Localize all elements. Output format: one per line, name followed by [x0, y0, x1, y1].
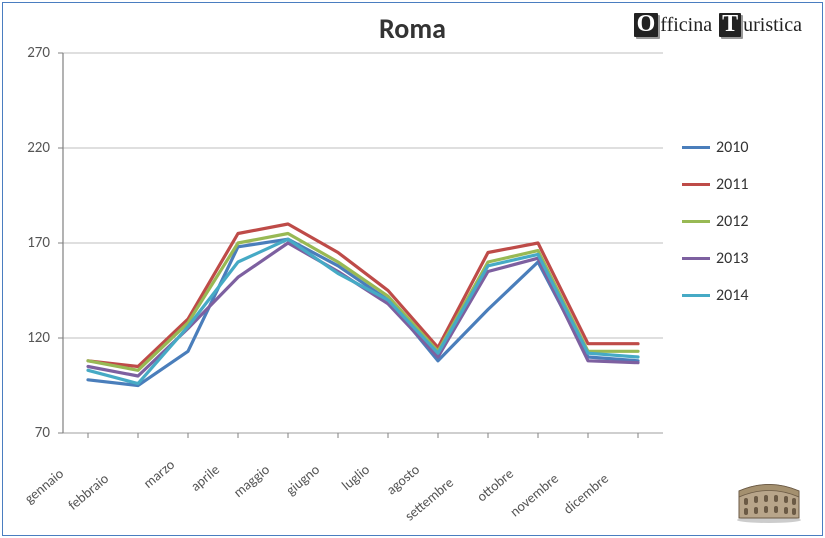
x-tick-label: settembre [446, 474, 455, 484]
legend-swatch [682, 294, 710, 298]
x-tick-label: marzo [167, 456, 187, 480]
legend-label: 2014 [716, 286, 748, 305]
brand-logo: Officina Turistica [634, 13, 802, 37]
y-tick-label: 70 [35, 424, 50, 442]
legend-label: 2012 [716, 212, 748, 231]
legend-swatch [682, 257, 710, 261]
series-line-2010 [88, 239, 638, 385]
legend-swatch [682, 146, 710, 150]
series-line-2013 [88, 243, 638, 376]
y-tick-label: 120 [27, 329, 50, 347]
chart-svg [63, 53, 663, 433]
colosseum-icon [734, 473, 804, 523]
legend: 2010 2011 2012 2013 2014 [682, 138, 797, 323]
chart-container: Roma Officina Turistica 70120170220270 g… [2, 2, 823, 536]
x-tick-label: giugno [312, 461, 329, 482]
x-tick-label: agosto [412, 461, 429, 482]
y-axis: 70120170220270 [3, 53, 58, 433]
legend-label: 2010 [716, 138, 748, 157]
y-tick-label: 220 [27, 139, 50, 157]
legend-swatch [682, 220, 710, 224]
legend-item-2010: 2010 [682, 138, 797, 157]
legend-label: 2013 [716, 249, 748, 268]
legend-item-2011: 2011 [682, 175, 797, 194]
x-tick-label: luglio [362, 461, 379, 482]
x-tick-label: febbraio [101, 470, 113, 484]
y-tick-label: 170 [27, 234, 50, 252]
x-axis: gennaiofebbraiomarzoaprilemaggiogiugnolu… [63, 438, 663, 518]
legend-item-2014: 2014 [682, 286, 797, 305]
logo-part-uristica: uristica [743, 14, 802, 37]
y-tick-label: 270 [27, 44, 50, 62]
legend-swatch [682, 183, 710, 187]
x-tick-label: dicembre [601, 470, 613, 484]
x-tick-label: ottobre [506, 465, 520, 482]
legend-item-2013: 2013 [682, 249, 797, 268]
x-tick-label: maggio [262, 461, 279, 482]
plot-area [63, 53, 663, 433]
logo-letter-t: T [719, 13, 741, 37]
logo-part-fficina: fficina [660, 14, 717, 37]
series-line-2012 [88, 234, 638, 371]
x-tick-label: novembre [551, 470, 563, 484]
x-tick-label: gennaio [56, 465, 70, 482]
x-tick-label: aprile [212, 461, 229, 482]
legend-label: 2011 [716, 175, 748, 194]
legend-item-2012: 2012 [682, 212, 797, 231]
logo-letter-o: O [634, 13, 659, 37]
